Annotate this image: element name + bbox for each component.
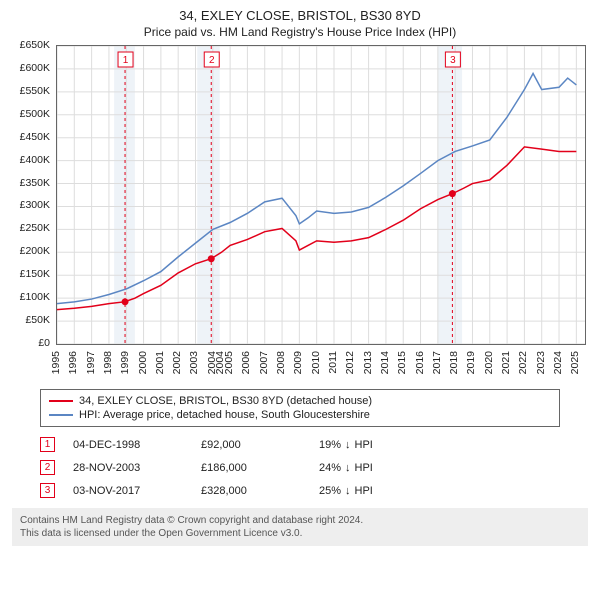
svg-text:2: 2: [209, 55, 215, 66]
y-tick-label: £350K: [20, 177, 50, 189]
y-tick-label: £250K: [20, 222, 50, 234]
chart-area: £0 £50K £100K £150K £200K £250K £300K £350K £400…: [12, 45, 588, 385]
x-tick-label: 2018: [448, 351, 460, 374]
y-tick-label: £300K: [20, 199, 50, 211]
event-date: 03-NOV-2017: [73, 485, 183, 497]
x-tick-label: 2022: [517, 351, 529, 374]
x-tick-label: 2010: [310, 351, 322, 374]
event-delta: 24%↓HPI: [319, 462, 439, 474]
event-row: 3 03-NOV-2017 £328,000 25%↓HPI: [40, 479, 560, 502]
x-tick-label: 2000: [137, 351, 149, 374]
x-tick-label: 1999: [119, 351, 131, 374]
legend-swatch: [49, 400, 73, 402]
x-tick-label: 2007: [258, 351, 270, 374]
x-tick-label: 1997: [85, 351, 97, 374]
x-tick-label: 2002: [171, 351, 183, 374]
footer-line2: This data is licensed under the Open Gov…: [20, 527, 580, 540]
event-price: £328,000: [201, 485, 301, 497]
x-tick-label: 2005: [223, 351, 235, 374]
y-tick-label: £600K: [20, 62, 50, 74]
legend-item: HPI: Average price, detached house, Sout…: [49, 408, 551, 422]
x-axis: 1995199619971998199920002001200220032004…: [56, 347, 586, 385]
x-tick-label: 2014: [379, 351, 391, 374]
event-table: 1 04-DEC-1998 £92,000 19%↓HPI 2 28-NOV-2003 £1…: [40, 433, 560, 502]
footer: Contains HM Land Registry data © Crown c…: [12, 508, 588, 546]
event-delta: 19%↓HPI: [319, 439, 439, 451]
svg-text:3: 3: [450, 55, 456, 66]
x-tick-label: 2025: [569, 351, 581, 374]
legend-label: 34, EXLEY CLOSE, BRISTOL, BS30 8YD (deta…: [79, 395, 372, 407]
legend: 34, EXLEY CLOSE, BRISTOL, BS30 8YD (deta…: [40, 389, 560, 427]
x-tick-label: 2017: [431, 351, 443, 374]
x-tick-label: 2016: [414, 351, 426, 374]
footer-line1: Contains HM Land Registry data © Crown c…: [20, 514, 580, 527]
x-tick-label: 2020: [483, 351, 495, 374]
event-marker: 3: [40, 483, 55, 498]
legend-label: HPI: Average price, detached house, Sout…: [79, 409, 370, 421]
event-price: £186,000: [201, 462, 301, 474]
chart-subtitle: Price paid vs. HM Land Registry's House …: [12, 25, 588, 39]
y-tick-label: £400K: [20, 154, 50, 166]
event-row: 1 04-DEC-1998 £92,000 19%↓HPI: [40, 433, 560, 456]
y-tick-label: £450K: [20, 131, 50, 143]
svg-text:1: 1: [123, 55, 129, 66]
plot-region: 1 2 3: [56, 45, 586, 345]
x-tick-label: 2019: [465, 351, 477, 374]
x-tick-label: 2008: [275, 351, 287, 374]
x-tick-label: 1996: [67, 351, 79, 374]
y-tick-label: £200K: [20, 245, 50, 257]
x-tick-label: 2012: [344, 351, 356, 374]
event-date: 04-DEC-1998: [73, 439, 183, 451]
legend-swatch: [49, 414, 73, 416]
x-tick-label: 2011: [327, 351, 339, 374]
event-row: 2 28-NOV-2003 £186,000 24%↓HPI: [40, 456, 560, 479]
down-arrow-icon: ↓: [345, 462, 351, 474]
event-marker: 1: [40, 437, 55, 452]
chart-title: 34, EXLEY CLOSE, BRISTOL, BS30 8YD: [12, 8, 588, 23]
event-price: £92,000: [201, 439, 301, 451]
x-tick-label: 2006: [240, 351, 252, 374]
y-tick-label: £150K: [20, 268, 50, 280]
x-tick-label: 2003: [188, 351, 200, 374]
y-axis: £0£50K£100K£150K£200K£250K£300K£350K£400…: [12, 45, 54, 345]
legend-item: 34, EXLEY CLOSE, BRISTOL, BS30 8YD (deta…: [49, 394, 551, 408]
x-tick-label: 2013: [362, 351, 374, 374]
y-tick-label: £50K: [25, 314, 50, 326]
event-delta: 25%↓HPI: [319, 485, 439, 497]
y-tick-label: £500K: [20, 108, 50, 120]
x-tick-label: 1998: [102, 351, 114, 374]
y-tick-label: £550K: [20, 85, 50, 97]
y-tick-label: £0: [38, 337, 50, 349]
event-marker: 2: [40, 460, 55, 475]
x-tick-label: 2009: [292, 351, 304, 374]
down-arrow-icon: ↓: [345, 485, 351, 497]
x-tick-label: 1995: [50, 351, 62, 374]
down-arrow-icon: ↓: [345, 439, 351, 451]
x-tick-label: 2015: [396, 351, 408, 374]
x-tick-label: 2023: [535, 351, 547, 374]
y-tick-label: £650K: [20, 39, 50, 51]
event-date: 28-NOV-2003: [73, 462, 183, 474]
x-tick-label: 2021: [500, 351, 512, 374]
y-tick-label: £100K: [20, 291, 50, 303]
x-tick-label: 2001: [154, 351, 166, 374]
x-tick-label: 2024: [552, 351, 564, 374]
